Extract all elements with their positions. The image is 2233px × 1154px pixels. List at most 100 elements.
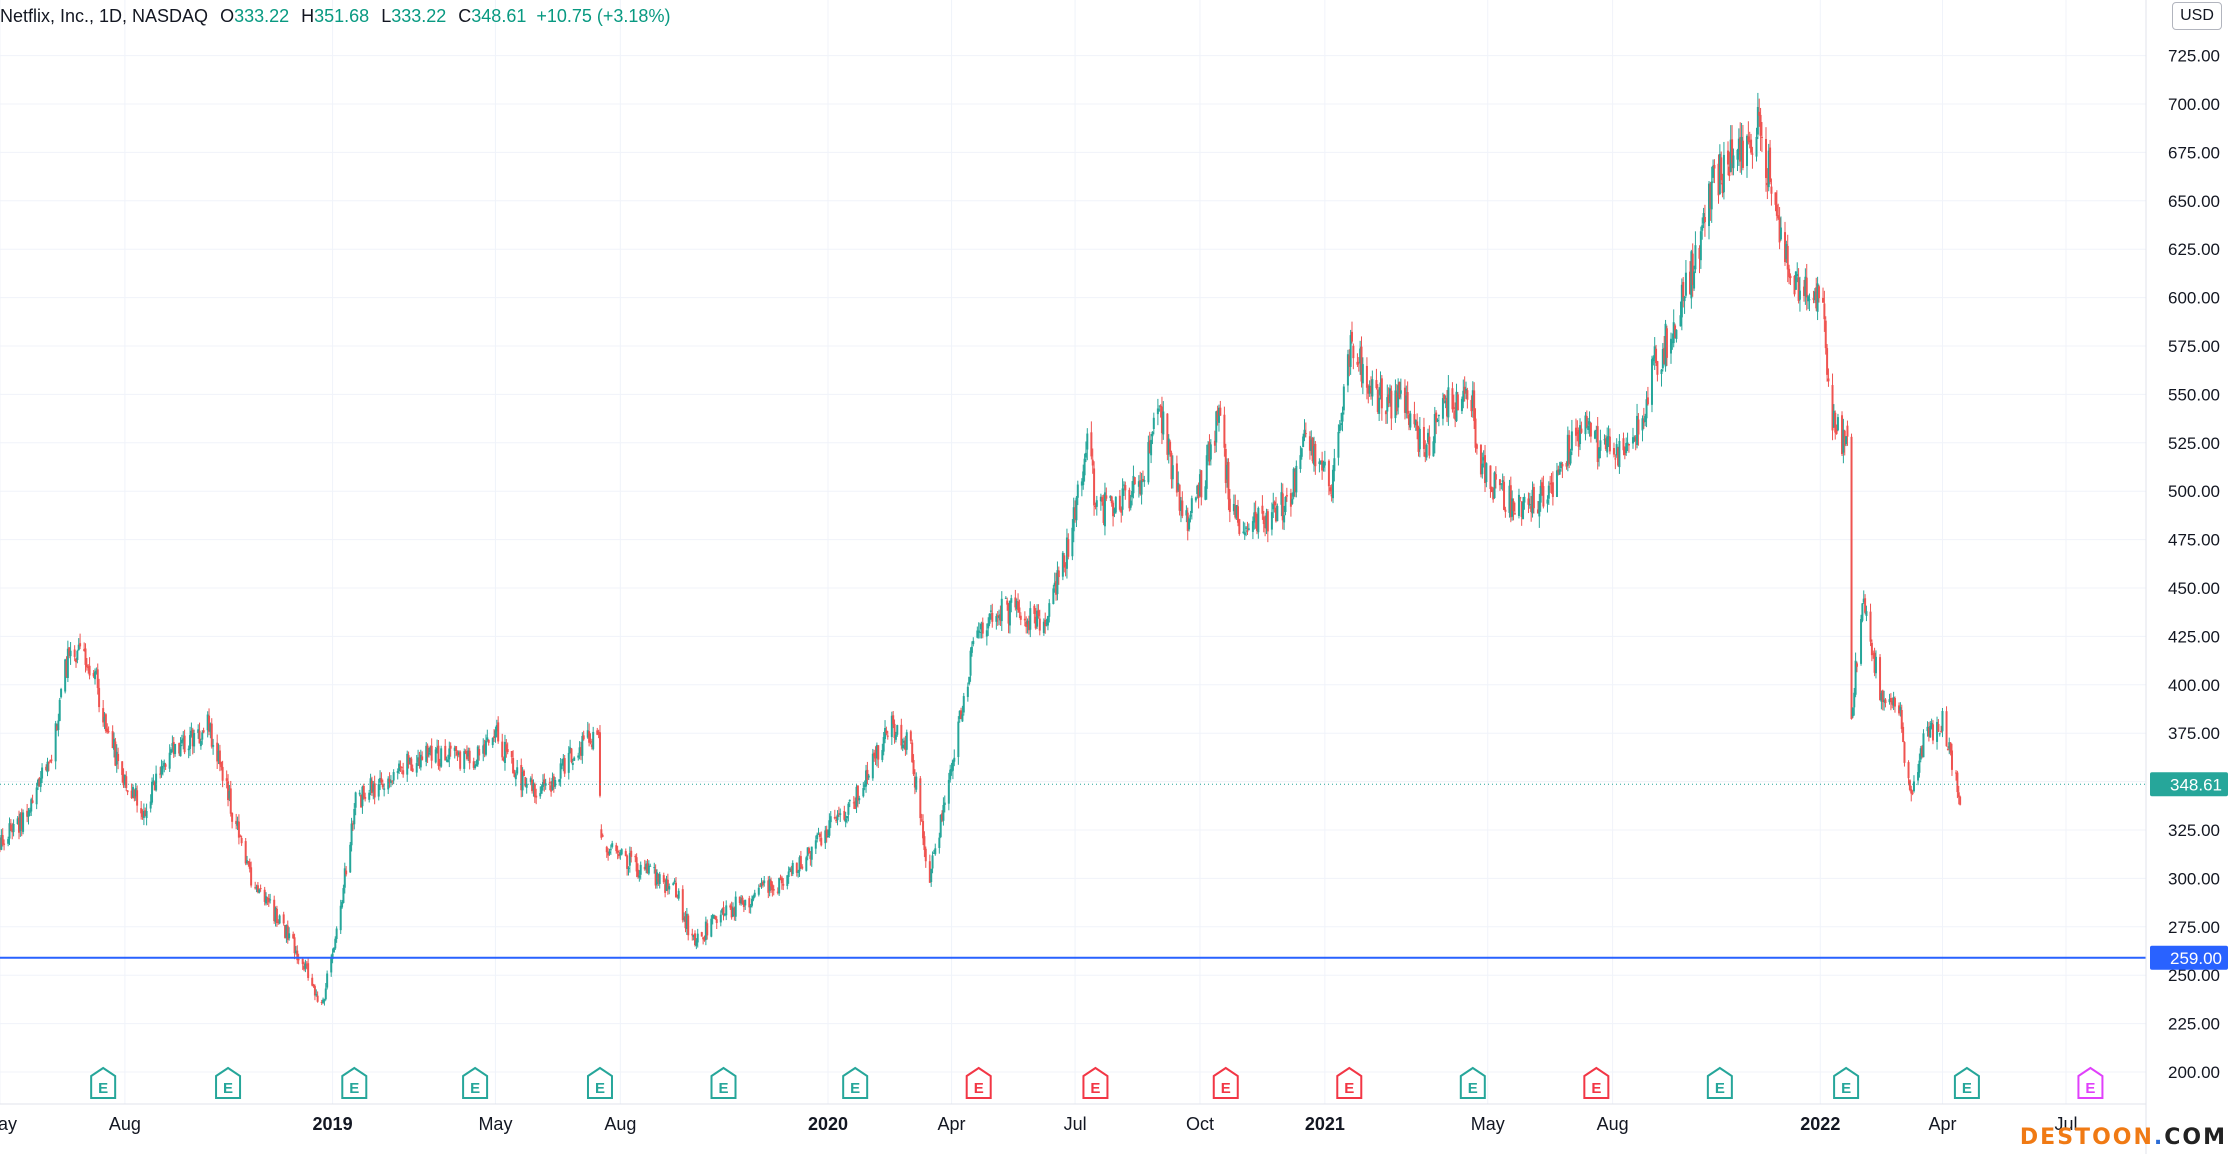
candle-body	[1312, 446, 1315, 465]
candle-body	[425, 745, 428, 762]
earnings-marker[interactable]: E	[215, 1066, 242, 1099]
candle-body	[324, 988, 327, 1000]
candle-body	[1509, 485, 1512, 518]
candle-body	[1663, 347, 1666, 364]
earnings-marker[interactable]: E	[1212, 1066, 1239, 1099]
candle-body	[1930, 722, 1933, 728]
candle-body	[1912, 781, 1915, 792]
x-tick-label: 2021	[1305, 1114, 1345, 1134]
high-value: 351.68	[314, 5, 370, 26]
candle-body	[770, 880, 773, 887]
earnings-marker[interactable]: E	[90, 1066, 117, 1099]
candle-body	[1569, 451, 1572, 464]
candle-body	[407, 755, 410, 765]
candle-body	[282, 914, 285, 924]
candle-body	[820, 837, 823, 846]
candle-body	[932, 852, 935, 854]
candle-body	[863, 784, 866, 787]
candle-body	[1793, 275, 1796, 295]
earnings-marker[interactable]: E	[1953, 1066, 1980, 1099]
earnings-marker[interactable]: E	[842, 1066, 869, 1099]
candle-body	[1959, 796, 1962, 805]
candle-body	[904, 740, 907, 751]
earnings-marker[interactable]: E	[1459, 1066, 1486, 1099]
earnings-marker[interactable]: E	[1583, 1066, 1610, 1099]
candle-body	[1424, 452, 1427, 457]
earnings-marker[interactable]: E	[1336, 1066, 1363, 1099]
candle-body	[1786, 245, 1789, 270]
candle-body	[893, 723, 896, 738]
earnings-marker[interactable]: E	[965, 1066, 992, 1099]
earnings-marker[interactable]: E	[710, 1066, 737, 1099]
candle-body	[1207, 444, 1210, 456]
candle-body	[250, 867, 253, 886]
candle-body	[626, 855, 629, 869]
x-tick-label: Jul	[1064, 1114, 1087, 1134]
candle-body	[1329, 487, 1332, 492]
candle-body	[1740, 136, 1743, 161]
candle-body	[943, 802, 946, 805]
candle-body	[1542, 486, 1545, 507]
candle-body	[988, 613, 991, 624]
candle-body	[1788, 268, 1791, 278]
candle-body	[1729, 139, 1732, 172]
candle-body	[1137, 481, 1140, 487]
candle-body	[342, 888, 345, 903]
candle-body	[1333, 458, 1336, 472]
candle-body	[1177, 482, 1180, 491]
change-value: +10.75 (+3.18%)	[536, 5, 671, 26]
candle-body	[1437, 414, 1440, 417]
candle-body	[827, 835, 830, 838]
candle-body	[1261, 505, 1264, 514]
earnings-marker[interactable]: E	[1706, 1066, 1733, 1099]
earnings-marker[interactable]: E	[2077, 1066, 2104, 1099]
candle-body	[209, 723, 212, 732]
earnings-marker-label: E	[349, 1080, 359, 1097]
candle-body	[1550, 482, 1553, 484]
candle-body	[1520, 501, 1523, 517]
candle-body	[1774, 192, 1777, 205]
candle-body	[685, 913, 688, 929]
candle-body	[799, 856, 802, 868]
earnings-marker[interactable]: E	[586, 1066, 613, 1099]
candle-body	[1147, 442, 1150, 483]
candle-body	[1463, 386, 1466, 394]
candle-body	[1755, 136, 1758, 157]
candle-body	[1798, 290, 1801, 300]
earnings-marker[interactable]: E	[1082, 1066, 1109, 1099]
candle-body	[900, 724, 903, 746]
earnings-marker[interactable]: E	[341, 1066, 368, 1099]
candle-body	[1095, 500, 1098, 507]
candle-body	[1083, 458, 1086, 476]
candle-body	[1436, 420, 1439, 422]
candle-body	[438, 763, 441, 767]
earnings-marker[interactable]: E	[1833, 1066, 1860, 1099]
candle-body	[1027, 621, 1030, 631]
candle-body	[269, 899, 272, 901]
candle-body	[1227, 461, 1230, 500]
candle-body	[1908, 780, 1911, 790]
candle-body	[1198, 474, 1201, 496]
candle-body	[1444, 400, 1447, 404]
earnings-marker-frame	[1706, 1066, 1733, 1099]
candle-body	[1880, 693, 1883, 702]
candle-body	[1865, 611, 1868, 617]
candle-body	[1099, 496, 1102, 502]
candle-body	[161, 767, 164, 769]
candle-body	[1727, 150, 1730, 165]
candle-body	[1850, 436, 1853, 720]
candle-body	[505, 744, 508, 752]
candle-body	[1655, 348, 1658, 364]
candle-body	[1072, 507, 1075, 532]
earnings-marker[interactable]: E	[462, 1066, 489, 1099]
currency-button[interactable]: USD	[2172, 2, 2222, 30]
candle-body	[664, 884, 667, 893]
candle-body	[312, 984, 315, 987]
candle-body	[776, 891, 779, 893]
candle-body	[1418, 428, 1421, 450]
candle-body	[998, 615, 1001, 619]
candle-body	[722, 907, 725, 916]
candle-body	[548, 782, 551, 784]
candle-body	[95, 670, 98, 674]
